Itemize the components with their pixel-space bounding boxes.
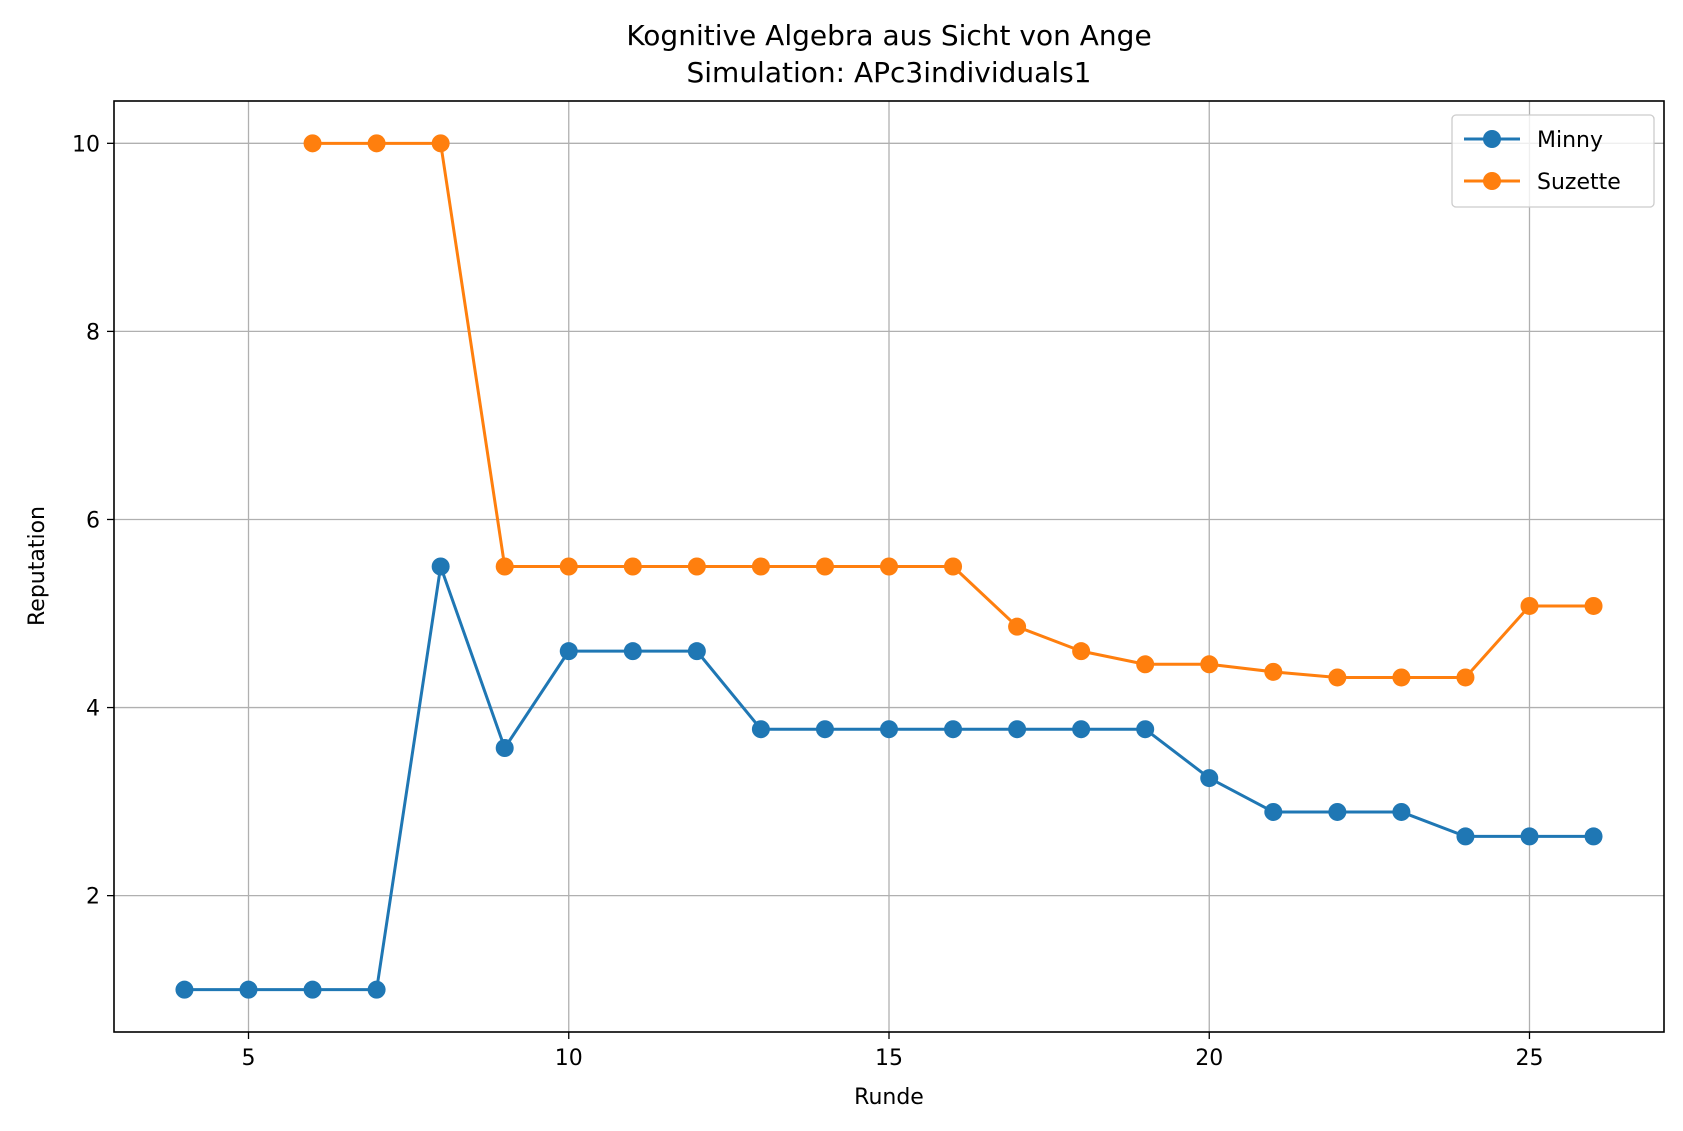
x-tick-label: 15 xyxy=(875,1046,903,1071)
data-point-minny xyxy=(1136,720,1155,739)
data-point-minny xyxy=(1520,827,1539,846)
data-point-suzette xyxy=(687,557,706,576)
chart-subtitle: Simulation: APc3individuals1 xyxy=(686,56,1091,89)
data-point-suzette xyxy=(815,557,834,576)
y-tick-label: 10 xyxy=(72,132,100,157)
data-point-suzette xyxy=(1392,668,1411,687)
data-point-suzette xyxy=(623,557,642,576)
data-point-minny xyxy=(303,980,322,999)
chart-title: Kognitive Algebra aus Sicht von Ange xyxy=(626,19,1151,52)
y-tick-label: 2 xyxy=(86,885,100,910)
data-point-suzette xyxy=(880,557,898,576)
y-axis-label: Reputation xyxy=(25,506,50,626)
data-point-suzette xyxy=(495,557,514,576)
data-point-suzette xyxy=(1584,596,1603,615)
data-point-minny xyxy=(623,642,642,661)
data-point-suzette xyxy=(559,557,578,576)
legend: Minny Suzette xyxy=(1451,114,1655,208)
data-point-minny xyxy=(1392,802,1411,821)
legend-marker-minny xyxy=(1483,130,1501,148)
data-point-minny xyxy=(1008,720,1027,739)
x-axis: 5 10 15 20 25 xyxy=(242,1032,1543,1071)
data-point-suzette xyxy=(1264,662,1283,681)
x-tick-label: 25 xyxy=(1515,1046,1543,1071)
data-point-suzette xyxy=(944,557,963,576)
data-point-suzette xyxy=(1456,668,1475,687)
data-point-suzette xyxy=(1328,668,1347,687)
x-tick-label: 10 xyxy=(555,1046,583,1071)
data-point-suzette xyxy=(1200,655,1219,674)
data-point-suzette xyxy=(303,134,322,153)
data-point-minny xyxy=(751,720,770,739)
data-point-suzette xyxy=(431,134,450,153)
data-point-suzette xyxy=(1008,617,1027,636)
data-point-suzette xyxy=(1520,596,1539,615)
data-point-minny xyxy=(1264,802,1283,821)
data-point-minny xyxy=(1328,802,1347,821)
legend-marker-suzette xyxy=(1483,172,1501,190)
y-tick-label: 4 xyxy=(86,697,100,722)
data-point-minny xyxy=(559,642,578,661)
x-tick-label: 5 xyxy=(242,1046,256,1071)
series-markers xyxy=(175,134,1603,999)
data-point-minny xyxy=(367,980,386,999)
data-point-minny xyxy=(239,980,258,999)
data-point-minny xyxy=(944,720,963,739)
data-point-minny xyxy=(687,642,706,661)
legend-label-suzette: Suzette xyxy=(1537,170,1621,195)
data-point-suzette xyxy=(1136,655,1155,674)
data-point-minny xyxy=(1200,769,1219,788)
data-point-minny xyxy=(175,980,194,999)
legend-label-minny: Minny xyxy=(1537,128,1603,153)
data-point-suzette xyxy=(367,134,386,153)
data-point-minny xyxy=(495,738,514,757)
data-point-minny xyxy=(880,720,898,739)
y-axis: 2 4 6 8 10 xyxy=(72,132,114,910)
x-tick-label: 20 xyxy=(1195,1046,1223,1071)
x-axis-label: Runde xyxy=(854,1085,924,1110)
data-point-minny xyxy=(1584,827,1603,846)
data-point-suzette xyxy=(1072,642,1091,661)
y-tick-label: 6 xyxy=(86,508,100,533)
data-point-minny xyxy=(1072,720,1091,739)
y-tick-label: 8 xyxy=(86,320,100,345)
data-point-minny xyxy=(431,557,450,576)
data-point-suzette xyxy=(751,557,770,576)
data-point-minny xyxy=(815,720,834,739)
data-point-minny xyxy=(1456,827,1475,846)
